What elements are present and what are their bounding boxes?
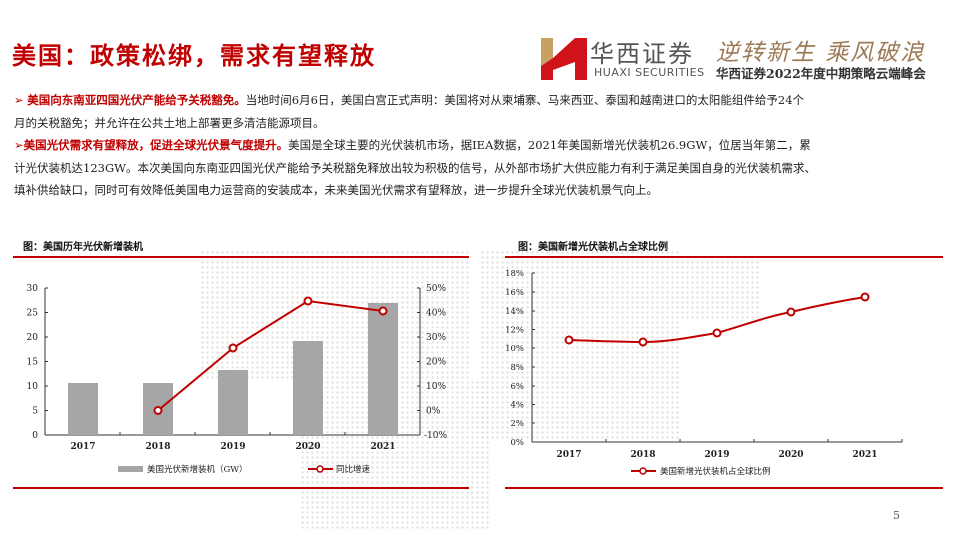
- huaxi-logo-icon: [541, 38, 587, 80]
- world-map-background: [480, 250, 680, 440]
- svg-text:40%: 40%: [426, 309, 446, 319]
- svg-text:16%: 16%: [505, 288, 524, 298]
- bullet-2-line-2: 计光伏装机达123GW。本次美国向东南亚四国光伏产能给予关税豁免释放出较为积极的…: [14, 160, 816, 175]
- chart-title-right: 图：美国新增光伏装机占全球比例: [518, 242, 668, 253]
- chart-title-left: 图：美国历年光伏新增装机: [23, 242, 143, 253]
- summit-name: 华西证券2022年度中期策略云端峰会: [716, 66, 926, 81]
- svg-text:2020: 2020: [778, 450, 803, 460]
- bullet-1-highlight: 美国向东南亚四国光伏产能给予关税豁免。: [27, 93, 246, 107]
- us-global-share-chart: 0% 2% 4% 6% 8% 10% 12% 14% 16% 18% 2017 2018 2019…: [505, 269, 903, 477]
- svg-text:30%: 30%: [426, 333, 446, 343]
- divider-bottom-left: [13, 487, 469, 489]
- bullet-2-highlight: 美国光伏需求有望释放，促进全球光伏景气度提升。: [23, 138, 289, 152]
- svg-text:2020: 2020: [295, 442, 320, 452]
- svg-text:20%: 20%: [426, 358, 446, 368]
- page-number: 5: [893, 509, 900, 522]
- page-title: 美国：政策松绑，需求有望释放: [12, 41, 376, 70]
- divider-top-left: [13, 256, 469, 258]
- svg-text:2017: 2017: [556, 450, 581, 460]
- us-pv-installation-chart: 0 5 10 15 20 25 30 50% 40% 30% 20% 10% 0% -10% 201…: [27, 284, 448, 475]
- svg-text:15: 15: [27, 358, 39, 368]
- svg-text:50%: 50%: [426, 284, 446, 294]
- svg-text:2017: 2017: [70, 442, 95, 452]
- svg-text:10%: 10%: [505, 344, 524, 354]
- svg-text:10: 10: [27, 382, 39, 392]
- bullet-2: ➢美国光伏需求有望释放，促进全球光伏景气度提升。美国是全球主要的光伏装机市场，据…: [14, 134, 944, 202]
- svg-text:20: 20: [27, 333, 39, 343]
- svg-text:0%: 0%: [511, 438, 525, 448]
- brand-name-cn: 华西证券: [590, 40, 694, 68]
- svg-text:8%: 8%: [511, 363, 525, 373]
- svg-text:5: 5: [32, 407, 38, 417]
- arrow-bullet-icon: ➢: [14, 93, 24, 107]
- legend-line-label: 同比增速: [336, 464, 371, 475]
- world-map-background: [200, 250, 470, 380]
- svg-text:2%: 2%: [511, 419, 525, 429]
- bullet-1-line-1: 当地时间6月6日，美国白宫正式声明：美国将对从柬埔寨、马来西亚、泰国和越南进口的…: [245, 93, 805, 107]
- svg-text:2019: 2019: [704, 450, 729, 460]
- divider-top-right: [505, 256, 943, 258]
- bullet-1-line-2: 月的关税豁免；并允许在公共土地上部署更多清洁能源项目。: [14, 115, 325, 130]
- svg-text:2018: 2018: [630, 450, 655, 460]
- bullet-2-line-3: 填补供给缺口，同时可有效降低美国电力运营商的安装成本，未来美国光伏需求有望释放，…: [14, 183, 658, 197]
- svg-text:2019: 2019: [220, 442, 245, 452]
- bullet-1: ➢ 美国向东南亚四国光伏产能给予关税豁免。当地时间6月6日，美国白宫正式声明：美…: [14, 89, 944, 134]
- svg-text:2021: 2021: [852, 450, 877, 460]
- svg-text:12%: 12%: [505, 326, 524, 336]
- bullet-2-line-1: 美国是全球主要的光伏装机市场，据IEA数据，2021年美国新增光伏装机26.9G…: [288, 138, 811, 152]
- arrow-bullet-icon: ➢: [14, 138, 24, 152]
- svg-text:6%: 6%: [511, 382, 525, 392]
- divider-bottom-right: [505, 487, 943, 489]
- svg-text:-10%: -10%: [424, 431, 447, 441]
- svg-text:4%: 4%: [511, 401, 525, 411]
- svg-text:0%: 0%: [426, 407, 441, 417]
- svg-text:10%: 10%: [426, 382, 446, 392]
- slogan: 逆转新生 乘风破浪: [716, 40, 926, 66]
- legend-bar-label: 美国光伏新增装机（GW）: [147, 464, 248, 475]
- brand-name-en: HUAXI SECURITIES: [594, 66, 705, 79]
- legend-share-label: 美国新增光伏装机占全球比例: [660, 466, 771, 477]
- svg-text:14%: 14%: [505, 307, 524, 317]
- world-map-background: [680, 260, 760, 320]
- svg-text:30: 30: [27, 284, 39, 294]
- svg-text:25: 25: [27, 309, 39, 319]
- svg-text:2021: 2021: [370, 442, 395, 452]
- svg-text:0: 0: [32, 431, 38, 441]
- svg-text:2018: 2018: [145, 442, 170, 452]
- svg-text:18%: 18%: [505, 269, 524, 279]
